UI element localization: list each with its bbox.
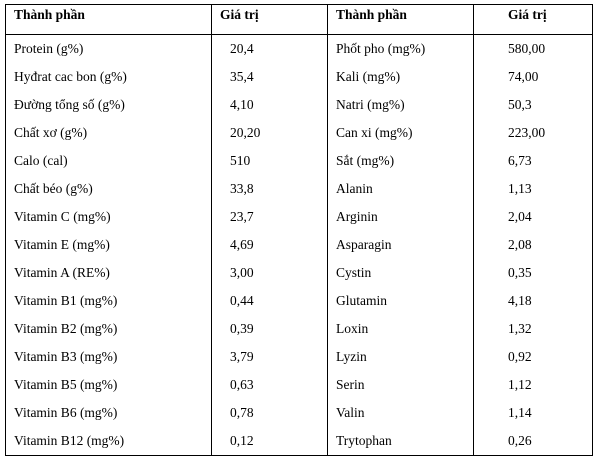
table-row: Vitamin B3 (mg%) 3,79 Lyzin 0,92 [5, 343, 593, 371]
value-cell: 0,63 [211, 371, 328, 399]
value-cell: 223,00 [473, 119, 593, 147]
value-cell: 1,13 [473, 175, 593, 203]
value-cell: 4,10 [211, 91, 328, 119]
name-cell: Chất béo (g%) [5, 175, 212, 203]
name-cell: Vitamin A (RE%) [5, 259, 212, 287]
value-cell: 0,78 [211, 399, 328, 427]
name-cell: Loxin [327, 315, 474, 343]
name-cell: Natri (mg%) [327, 91, 474, 119]
value-cell: 35,4 [211, 63, 328, 91]
value-cell: 1,32 [473, 315, 593, 343]
table-row: Vitamin E (mg%) 4,69 Asparagin 2,08 [5, 231, 593, 259]
name-cell: Phốt pho (mg%) [327, 34, 474, 63]
name-cell: Đường tổng số (g%) [5, 91, 212, 119]
value-cell: 4,69 [211, 231, 328, 259]
name-cell: Kali (mg%) [327, 63, 474, 91]
value-cell: 74,00 [473, 63, 593, 91]
value-cell: 0,12 [211, 427, 328, 456]
header-cell: Giá trị [473, 4, 593, 35]
header-cell: Thành phần [5, 4, 212, 35]
table-row: Vitamin A (RE%) 3,00 Cystin 0,35 [5, 259, 593, 287]
name-cell: Vitamin B6 (mg%) [5, 399, 212, 427]
value-cell: 50,3 [473, 91, 593, 119]
value-cell: 20,4 [211, 34, 328, 63]
name-cell: Asparagin [327, 231, 474, 259]
value-cell: 0,92 [473, 343, 593, 371]
name-cell: Sắt (mg%) [327, 147, 474, 175]
value-cell: 2,08 [473, 231, 593, 259]
name-cell: Cystin [327, 259, 474, 287]
name-cell: Vitamin B1 (mg%) [5, 287, 212, 315]
name-cell: Trytophan [327, 427, 474, 456]
value-cell: 580,00 [473, 34, 593, 63]
name-cell: Can xi (mg%) [327, 119, 474, 147]
table-body: Protein (g%) 20,4 Phốt pho (mg%) 580,00 Hyđr… [5, 34, 593, 456]
name-cell: Alanin [327, 175, 474, 203]
value-cell: 1,14 [473, 399, 593, 427]
value-cell: 510 [211, 147, 328, 175]
name-cell: Glutamin [327, 287, 474, 315]
value-cell: 23,7 [211, 203, 328, 231]
table-row: Vitamin C (mg%) 23,7 Arginin 2,04 [5, 203, 593, 231]
table-row: Hyđrat cac bon (g%) 35,4 Kali (mg%) 74,00 [5, 63, 593, 91]
header-cell: Thành phần [327, 4, 474, 35]
value-cell: 6,73 [473, 147, 593, 175]
value-cell: 4,18 [473, 287, 593, 315]
table-row: Calo (cal) 510 Sắt (mg%) 6,73 [5, 147, 593, 175]
table-row: Vitamin B5 (mg%) 0,63 Serin 1,12 [5, 371, 593, 399]
value-cell: 0,35 [473, 259, 593, 287]
name-cell: Chất xơ (g%) [5, 119, 212, 147]
table-row: Vitamin B1 (mg%) 0,44 Glutamin 4,18 [5, 287, 593, 315]
value-cell: 33,8 [211, 175, 328, 203]
table-row: Vitamin B2 (mg%) 0,39 Loxin 1,32 [5, 315, 593, 343]
name-cell: Vitamin B3 (mg%) [5, 343, 212, 371]
table-row: Vitamin B6 (mg%) 0,78 Valin 1,14 [5, 399, 593, 427]
name-cell: Vitamin E (mg%) [5, 231, 212, 259]
table-row: Chất béo (g%) 33,8 Alanin 1,13 [5, 175, 593, 203]
table-row: Vitamin B12 (mg%) 0,12 Trytophan 0,26 [5, 427, 593, 456]
name-cell: Valin [327, 399, 474, 427]
name-cell: Vitamin B12 (mg%) [5, 427, 212, 456]
value-cell: 3,00 [211, 259, 328, 287]
name-cell: Calo (cal) [5, 147, 212, 175]
value-cell: 2,04 [473, 203, 593, 231]
name-cell: Vitamin B2 (mg%) [5, 315, 212, 343]
name-cell: Vitamin B5 (mg%) [5, 371, 212, 399]
value-cell: 0,26 [473, 427, 593, 456]
value-cell: 1,12 [473, 371, 593, 399]
name-cell: Protein (g%) [5, 34, 212, 63]
table-row: Chất xơ (g%) 20,20 Can xi (mg%) 223,00 [5, 119, 593, 147]
name-cell: Vitamin C (mg%) [5, 203, 212, 231]
name-cell: Serin [327, 371, 474, 399]
table-row: Protein (g%) 20,4 Phốt pho (mg%) 580,00 [5, 34, 593, 63]
table-row: Đường tổng số (g%) 4,10 Natri (mg%) 50,3 [5, 91, 593, 119]
header-cell: Giá trị [211, 4, 328, 35]
value-cell: 0,39 [211, 315, 328, 343]
value-cell: 20,20 [211, 119, 328, 147]
header-row: Thành phần Giá trị Thành phần Giá trị [5, 4, 593, 35]
nutrition-table: Thành phần Giá trị Thành phần Giá trị Prote… [5, 4, 593, 456]
value-cell: 0,44 [211, 287, 328, 315]
name-cell: Hyđrat cac bon (g%) [5, 63, 212, 91]
name-cell: Arginin [327, 203, 474, 231]
value-cell: 3,79 [211, 343, 328, 371]
name-cell: Lyzin [327, 343, 474, 371]
